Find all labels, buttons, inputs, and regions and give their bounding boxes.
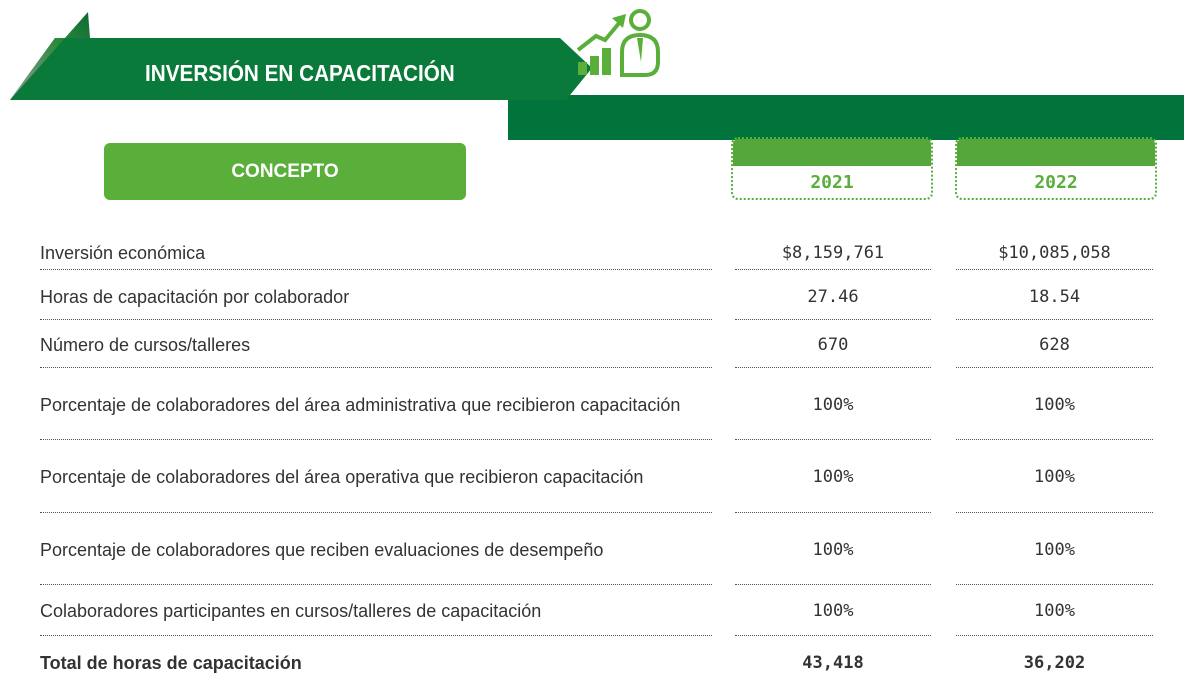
concept-cell: Horas de capacitación por colaborador	[40, 274, 712, 320]
value-cell: 100%	[735, 370, 931, 440]
value-cell: 628	[956, 322, 1153, 368]
concept-cell: Total de horas de capacitación	[40, 653, 302, 673]
year-label: 2022	[1034, 172, 1078, 193]
icon	[576, 9, 660, 77]
value-cell: 100%	[735, 587, 931, 636]
concept-cell: Inversión económica	[40, 236, 712, 270]
column-header: CONCEPTO	[104, 143, 466, 200]
value-cell: 43,418	[802, 653, 864, 673]
value-cell: 100%	[956, 370, 1153, 440]
concept-cell: Porcentaje de colaboradores del área ope…	[40, 442, 712, 513]
value-cell: $8,159,761	[735, 236, 931, 270]
year-header: 2022	[955, 137, 1157, 200]
value-cell: 670	[735, 322, 931, 368]
concept-cell: Número de cursos/talleres	[40, 322, 712, 368]
page-title: INVERSIÓN EN CAPACITACIÓN	[145, 60, 455, 86]
value-cell: 36,202	[1023, 653, 1086, 673]
value-cell: 100%	[735, 442, 931, 513]
value-cell: 100%	[956, 587, 1153, 636]
year-header: 2021	[731, 137, 933, 200]
year-label: 2021	[810, 172, 854, 193]
header-bar	[508, 95, 1184, 140]
value-cell: $10,085,058	[956, 236, 1153, 270]
title-ribbon	[10, 38, 592, 100]
ribbon-fold	[10, 12, 90, 100]
concept-cell: Porcentaje de colaboradores que reciben …	[40, 515, 712, 585]
value-cell: 27.46	[735, 274, 931, 320]
concept-cell: Colaboradores participantes en cursos/ta…	[40, 587, 712, 636]
value-cell: 100%	[735, 515, 931, 585]
banner-graphics	[10, 9, 1184, 140]
value-cell: 100%	[956, 442, 1153, 513]
concept-cell: Porcentaje de colaboradores del área adm…	[40, 370, 712, 440]
value-cell: 100%	[956, 515, 1153, 585]
value-cell: 18.54	[956, 274, 1153, 320]
